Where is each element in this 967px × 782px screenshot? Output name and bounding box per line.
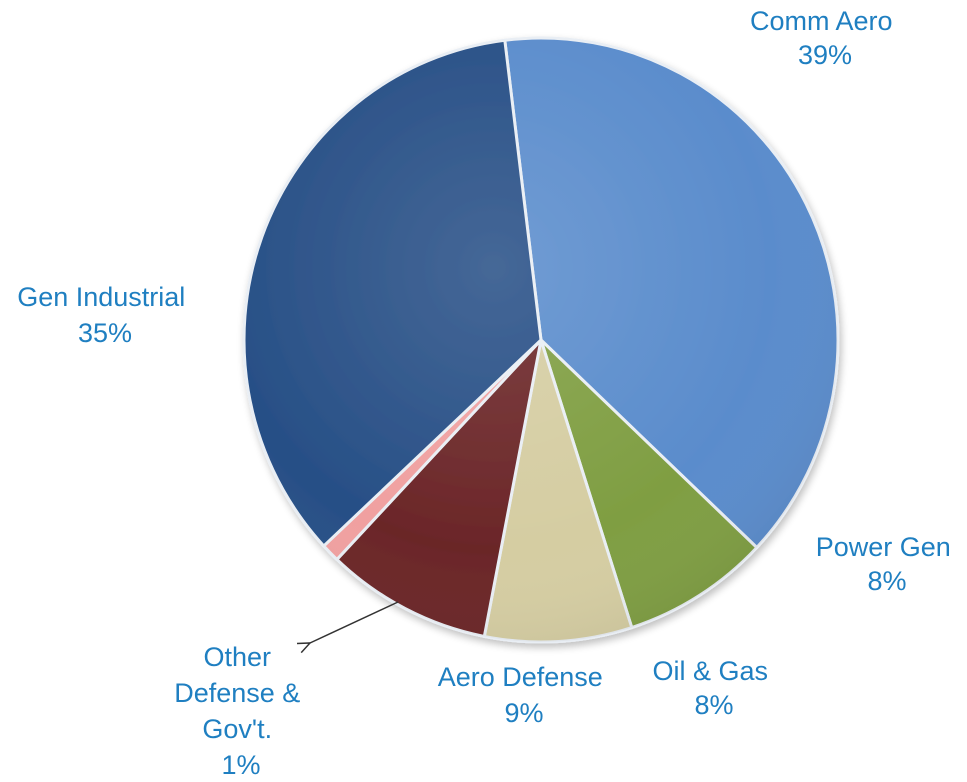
label-oil-gas: Oil & Gas 8% <box>652 656 775 720</box>
label-comm-aero: Comm Aero 39% <box>750 6 900 70</box>
label-other-defense-line2: Defense & <box>174 678 300 708</box>
label-power-gen: Power Gen 8% <box>816 532 959 596</box>
pie-slices <box>242 36 840 644</box>
label-aero-defense-value: 9% <box>504 698 543 728</box>
label-other-defense-line1: Other <box>203 642 271 672</box>
label-gen-industrial-value: 35% <box>78 318 132 348</box>
label-oil-gas-name: Oil & Gas <box>652 656 768 686</box>
label-other-defense-value: 1% <box>221 750 260 780</box>
label-oil-gas-value: 8% <box>694 690 733 720</box>
label-comm-aero-value: 39% <box>798 40 852 70</box>
label-power-gen-name: Power Gen <box>816 532 951 562</box>
leader-line-other-defense <box>310 601 399 643</box>
label-aero-defense-name: Aero Defense <box>438 662 603 692</box>
label-gen-industrial-name: Gen Industrial <box>17 282 185 312</box>
label-comm-aero-name: Comm Aero <box>750 6 893 36</box>
label-gen-industrial: Gen Industrial 35% <box>17 282 193 348</box>
label-other-defense: Other Defense & Gov't. 1% <box>174 642 308 780</box>
label-other-defense-line3: Gov't. <box>202 714 272 744</box>
label-aero-defense: Aero Defense 9% <box>438 662 611 728</box>
label-power-gen-value: 8% <box>867 566 906 596</box>
